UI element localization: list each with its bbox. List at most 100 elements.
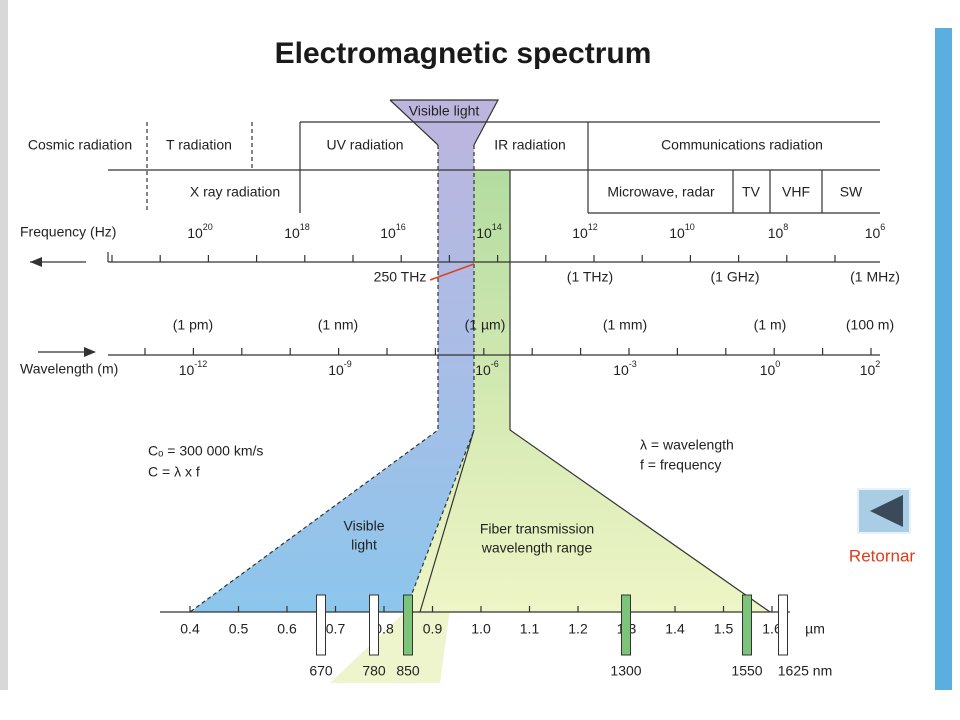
marker-label: 850: [396, 663, 420, 679]
tick-label: 1010: [669, 222, 695, 240]
tick-label: 10-9: [328, 359, 352, 377]
label: Visible light: [409, 103, 480, 119]
tick-base: 10: [613, 362, 629, 378]
window-marker: [403, 594, 413, 656]
tick-base: 10: [572, 225, 588, 241]
tick-label: 108: [768, 222, 789, 240]
scale-label: 0.8: [374, 621, 394, 637]
scale-label: 0.9: [423, 621, 443, 637]
scale-label: 1.1: [520, 621, 540, 637]
window-marker: [742, 594, 752, 656]
button-label[interactable]: Retornar: [849, 546, 915, 565]
wavelength-note: (1 m): [754, 317, 787, 333]
tick-label: 1020: [187, 222, 213, 240]
frequency-note: (1 THz): [567, 269, 613, 285]
tick-exponent: 12: [588, 222, 598, 232]
band-label: TV: [742, 184, 761, 200]
tick-exponent: 20: [203, 222, 213, 232]
pointer-line: [429, 263, 475, 281]
tick-exponent: 10: [685, 222, 695, 232]
marker-label: 780: [362, 663, 386, 679]
window-marker: [369, 594, 379, 656]
frequency-note: 250 THz: [374, 269, 427, 285]
unit: µm: [805, 621, 825, 637]
formula: C = λ x f: [148, 464, 200, 480]
tick-base: 10: [768, 225, 784, 241]
band-label: SW: [840, 184, 863, 200]
scale-label: 1.5: [714, 621, 734, 637]
tick-base: 10: [860, 362, 876, 378]
label: Fiber transmission: [480, 521, 594, 537]
scale-label: 1.2: [568, 621, 588, 637]
scale-label: 0.4: [180, 621, 200, 637]
scale-label: 0.7: [326, 621, 346, 637]
scale-label: 0.5: [229, 621, 249, 637]
tick-base: 10: [284, 225, 300, 241]
band-label: Communications radiation: [661, 137, 823, 153]
tick-label: 1018: [284, 222, 310, 240]
tick-exponent: 2: [875, 359, 880, 369]
visible-edge: [189, 145, 439, 613]
return-button[interactable]: Retornar: [849, 488, 915, 565]
marker-label: 1550: [731, 663, 762, 679]
tick-exponent: 14: [492, 222, 502, 232]
ir-edge: [509, 170, 771, 613]
marker-label: 1300: [610, 663, 641, 679]
tick-base: 10: [380, 225, 396, 241]
tick-label: 100: [760, 359, 781, 377]
label: light: [351, 537, 377, 553]
marker-label: 670: [309, 663, 333, 679]
tick-exponent: 8: [783, 222, 788, 232]
title: Electromagnetic spectrum: [275, 37, 652, 70]
window-marker: [621, 594, 631, 656]
tick-exponent: -6: [491, 359, 499, 369]
legend: λ = wavelength: [640, 437, 734, 453]
side-bar: [935, 28, 952, 690]
window-marker: [316, 594, 326, 656]
axis-label: Frequency (Hz): [20, 224, 116, 240]
tick-base: 10: [179, 362, 195, 378]
legend: f = frequency: [640, 457, 721, 473]
tick-base: 10: [475, 362, 491, 378]
visible-edge: [404, 145, 475, 613]
tick-base: 10: [760, 362, 776, 378]
tick-base: 10: [328, 362, 344, 378]
wavelength-note: (1 µm): [465, 317, 506, 333]
tick-label: 10-12: [179, 359, 208, 377]
band-label: T radiation: [166, 137, 232, 153]
scale-label: 1.4: [665, 621, 685, 637]
window-marker: [778, 594, 788, 656]
scale-label: 1.6: [762, 621, 782, 637]
band-label: Microwave, radar: [607, 184, 715, 200]
tick-label: 106: [865, 222, 886, 240]
button-icon[interactable]: [870, 495, 903, 527]
tick-base: 10: [476, 225, 492, 241]
arrow-head: [30, 257, 42, 267]
tick-exponent: 6: [880, 222, 885, 232]
band-label: IR radiation: [494, 137, 566, 153]
band-label: Cosmic radiation: [28, 137, 132, 153]
visible-edge: [390, 99, 499, 146]
wavelength-note: (100 m): [846, 317, 894, 333]
visible-region: [190, 100, 498, 612]
tick-base: 10: [187, 225, 203, 241]
frequency-note: (1 GHz): [711, 269, 760, 285]
scale-label: 1.0: [471, 621, 491, 637]
fiber-lower-shade: [330, 430, 474, 683]
band-label: X ray radiation: [190, 184, 280, 200]
formula: Cₒ = 300 000 km/s: [148, 443, 263, 459]
tick-label: 10-3: [613, 359, 637, 377]
scale-label: 0.6: [277, 621, 297, 637]
tick-exponent: -12: [194, 359, 207, 369]
marker-label: 1625 nm: [778, 663, 832, 679]
band-label: VHF: [782, 184, 810, 200]
ir-edge: [419, 429, 475, 613]
arrow-head: [84, 347, 96, 357]
tick-exponent: 0: [775, 359, 780, 369]
tick-label: 1014: [476, 222, 502, 240]
ir-fiber-region: [405, 170, 770, 612]
tick-label: 102: [860, 359, 881, 377]
tick-exponent: -3: [629, 359, 637, 369]
tick-exponent: 16: [396, 222, 406, 232]
